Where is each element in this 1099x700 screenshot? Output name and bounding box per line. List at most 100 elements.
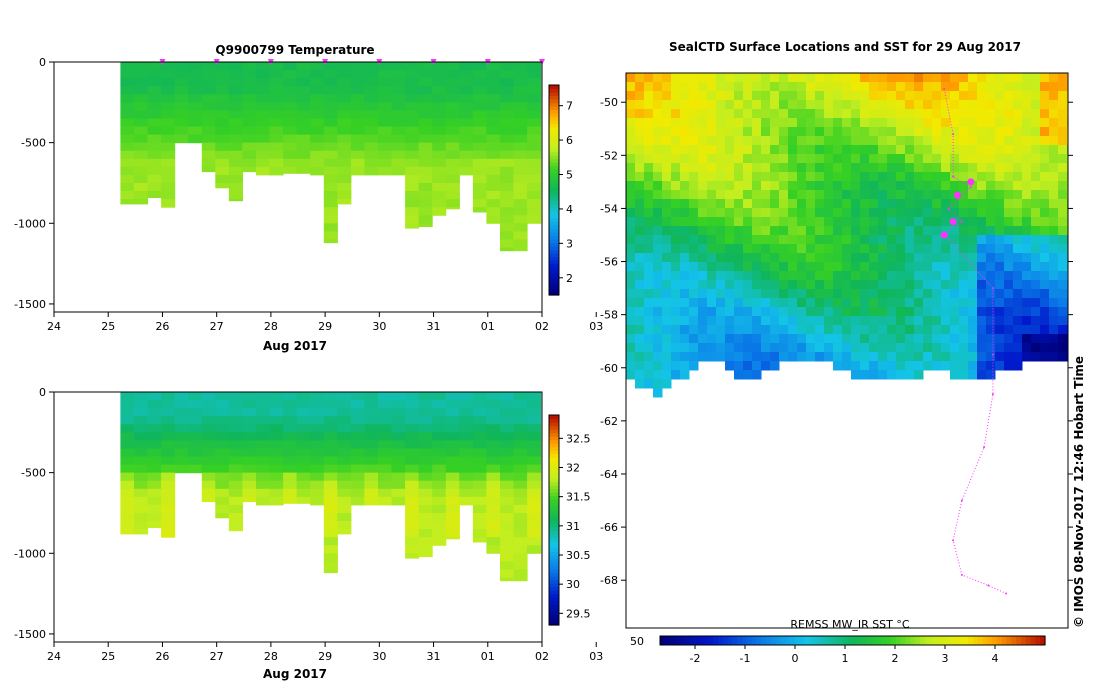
sst-cell (842, 352, 852, 362)
salinity-cell (350, 488, 365, 498)
sst-cell (851, 361, 861, 371)
sst-cell (707, 181, 717, 191)
sst-cell (698, 136, 708, 146)
salinity-cell (405, 456, 420, 466)
sst-cell (1049, 253, 1059, 263)
temperature-cell (283, 70, 298, 79)
sst-cell (968, 127, 978, 137)
salinity-cell (418, 488, 433, 498)
sst-cell (815, 316, 825, 326)
sst-cell (833, 73, 843, 83)
sst-cell (995, 271, 1005, 281)
salinity-cell (269, 400, 284, 409)
sst-cell (968, 253, 978, 263)
sst-cell (698, 199, 708, 209)
sst-cell (842, 172, 852, 182)
sst-cell (752, 217, 762, 227)
sst-cell (671, 208, 681, 218)
sst-cell (851, 253, 861, 263)
salinity-cell (201, 392, 216, 401)
sst-cell (725, 181, 735, 191)
sst-cell (968, 298, 978, 308)
sst-cell (689, 271, 699, 281)
sst-cell (905, 370, 915, 380)
salinity-cell (323, 529, 338, 538)
temperature-x-axis: 24 25 26 27 28 29 30 31 01 02 03 (47, 312, 603, 333)
salinity-cell (120, 448, 135, 458)
temperature-cell (323, 118, 338, 128)
temperature-cell (432, 191, 447, 200)
sst-cell (932, 163, 942, 173)
sst-colorbar-swatch (1006, 636, 1012, 645)
sst-cell (626, 298, 636, 308)
temperature-cell (500, 102, 515, 111)
sst-cell (923, 190, 933, 200)
sst-cell (1004, 127, 1014, 137)
sst-cell (842, 316, 852, 326)
temperature-cell (120, 191, 135, 200)
colorbar-swatch (549, 600, 559, 605)
colorbar-swatch (549, 179, 559, 184)
sst-colorbar-swatch (761, 636, 767, 645)
salinity-cell (378, 472, 393, 482)
salinity-cell (405, 448, 420, 458)
sst-cell (734, 307, 744, 317)
sst-cell (959, 307, 969, 317)
salinity-cell (337, 496, 352, 506)
sst-cell (824, 325, 834, 335)
salinity-cell (161, 480, 176, 490)
sst-cell (1031, 163, 1041, 173)
colorbar-swatch (549, 425, 559, 430)
temperature-cell (134, 62, 149, 71)
salinity-cell (120, 488, 135, 498)
temperature-cell (500, 158, 515, 168)
sst-cell (734, 289, 744, 299)
sst-cell (698, 271, 708, 281)
sst-colorbar-swatch (799, 636, 806, 645)
sst-cell (680, 370, 690, 380)
salinity-cell (147, 480, 162, 490)
sst-cell (896, 217, 906, 227)
salinity-cell (364, 488, 379, 498)
sst-cell (869, 127, 879, 137)
sst-cell (797, 226, 807, 236)
sst-cell (788, 82, 798, 92)
salinity-cell (350, 432, 365, 441)
sst-colorbar-swatch (804, 636, 810, 645)
sst-cell (689, 244, 699, 254)
sst-cell (743, 298, 753, 308)
sst-cell (959, 316, 969, 326)
salinity-cell (459, 416, 474, 425)
sst-cell (887, 262, 897, 272)
temperature-cell (174, 62, 189, 71)
x-tick-label: 24 (47, 650, 61, 663)
sst-colorbar-swatch (886, 636, 892, 645)
sst-cell (797, 244, 807, 254)
sst-cell (950, 307, 960, 317)
colorbar-swatch (549, 193, 559, 198)
sst-cell (1022, 352, 1032, 362)
temperature-cell (242, 78, 257, 87)
sst-colorbar-swatch (765, 636, 772, 645)
colorbar-swatch (549, 85, 559, 90)
salinity-cell (527, 456, 542, 466)
temperature-cell (161, 174, 176, 184)
sst-cell (932, 307, 942, 317)
sst-cell (797, 82, 807, 92)
temperature-cell (242, 62, 257, 71)
salinity-cell (283, 480, 298, 490)
sst-cell (779, 181, 789, 191)
sst-cell (842, 127, 852, 137)
sst-cell (1049, 217, 1059, 227)
salinity-cell (256, 496, 271, 506)
temperature-cell (269, 118, 284, 128)
temperature-cell (134, 150, 149, 160)
sst-cell (725, 82, 735, 92)
colorbar-swatch (549, 137, 559, 142)
temperature-cell (486, 118, 501, 128)
sst-cell (1004, 199, 1014, 209)
temperature-cell (242, 118, 257, 128)
temperature-cell (378, 150, 393, 160)
sst-cell (680, 253, 690, 263)
sst-cell (833, 280, 843, 290)
